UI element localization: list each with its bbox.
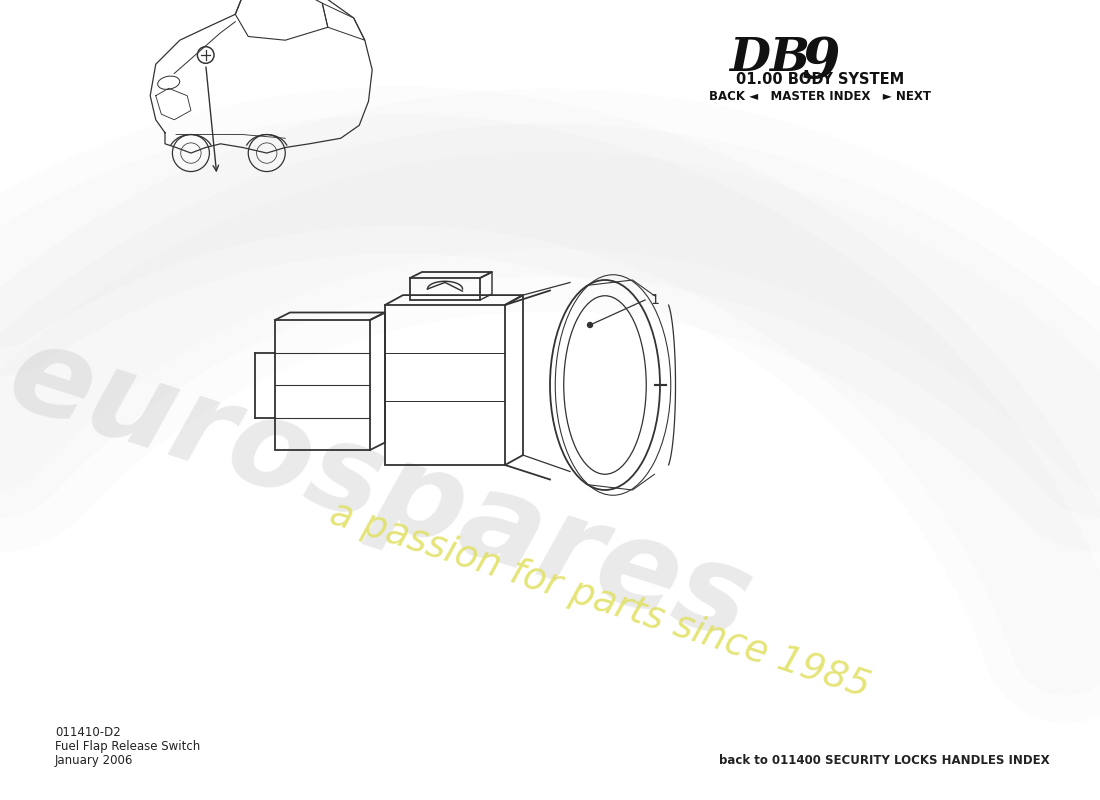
Text: Fuel Flap Release Switch: Fuel Flap Release Switch — [55, 740, 200, 753]
Text: a passion for parts since 1985: a passion for parts since 1985 — [326, 495, 874, 705]
Bar — [385, 305, 505, 465]
Text: back to 011400 SECURITY LOCKS HANDLES INDEX: back to 011400 SECURITY LOCKS HANDLES IN… — [719, 754, 1050, 767]
Text: eurospares: eurospares — [0, 315, 766, 665]
Text: 1: 1 — [650, 293, 659, 307]
Circle shape — [587, 322, 593, 327]
Bar — [275, 320, 370, 450]
Text: BACK ◄   MASTER INDEX   ► NEXT: BACK ◄ MASTER INDEX ► NEXT — [710, 90, 931, 103]
Bar — [410, 278, 480, 300]
Text: January 2006: January 2006 — [55, 754, 133, 767]
Text: 01.00 BODY SYSTEM: 01.00 BODY SYSTEM — [736, 72, 904, 87]
Text: 9: 9 — [802, 35, 840, 90]
Text: 011410-D2: 011410-D2 — [55, 726, 121, 739]
Text: DB: DB — [729, 35, 810, 81]
